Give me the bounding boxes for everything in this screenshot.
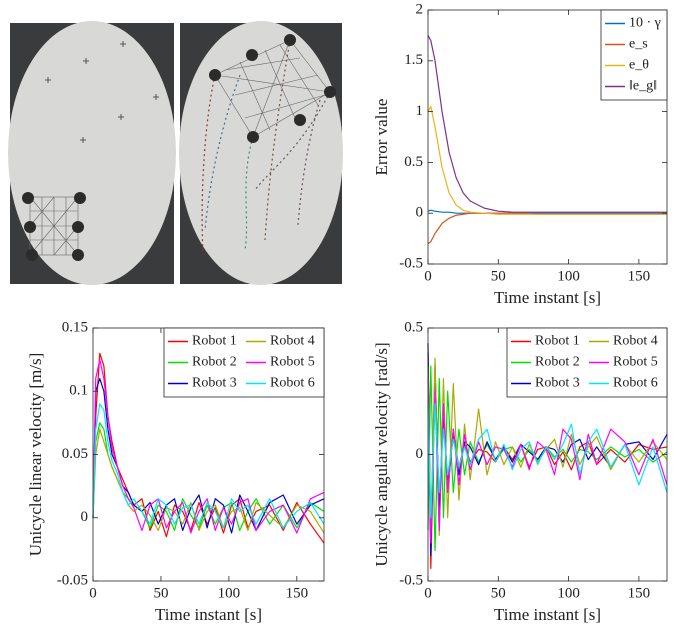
legend-label: Robot 1 [535, 334, 580, 349]
series-line [427, 378, 668, 544]
series-line [427, 403, 668, 519]
legend-box [506, 327, 668, 398]
legend-box [600, 9, 668, 101]
legend: 10 · γ e_s e_θ ‖e_g‖ [600, 9, 668, 101]
axes-box [427, 9, 668, 265]
legend-label: Robot 2 [535, 355, 580, 370]
x-tick-label: 100 [218, 585, 241, 601]
x-axis-label: Time instant [s] [494, 605, 601, 624]
y-axis-label: Unicycle angular velocity [rad/s] [372, 342, 391, 566]
x-tick-label: 0 [424, 585, 432, 601]
legend-label: Robot 6 [270, 376, 315, 391]
legend-label: ‖e_g‖ [629, 79, 657, 94]
legend-label: Robot 3 [535, 376, 580, 391]
y-tick-label: 0.1 [69, 383, 88, 399]
x-axis-label: Time instant [s] [155, 605, 262, 624]
y-tick-label: 0 [416, 446, 424, 462]
y-tick-label: 1 [416, 103, 424, 119]
y-tick-label: 0 [416, 205, 424, 221]
legend-label: Robot 5 [270, 355, 315, 370]
legend-box [163, 327, 325, 398]
x-tick-label: 0 [89, 585, 97, 601]
legend: Robot 1 Robot 2 Robot 3 Robot 4 Robot 5 Robot… [163, 327, 325, 398]
legend-label: Robot 1 [192, 334, 237, 349]
y-axis-label: Error value [372, 99, 391, 176]
legend: Robot 1 Robot 2 Robot 3 Robot 4 Robot 5 Robot… [506, 327, 668, 398]
legend-label: Robot 4 [613, 334, 658, 349]
x-tick-label: 50 [153, 585, 168, 601]
x-tick-label: 50 [491, 268, 506, 284]
y-tick-label: 1.5 [404, 52, 423, 68]
y-tick-label: 0.15 [62, 319, 88, 335]
x-tick-label: 150 [286, 585, 309, 601]
legend-label: 10 · γ [629, 16, 661, 31]
photo-initial [8, 21, 176, 285]
x-tick-label: 150 [628, 585, 651, 601]
y-tick-label: -0.05 [57, 572, 88, 588]
legend-label: Robot 5 [613, 355, 658, 370]
y-tick-label: 0 [81, 509, 89, 525]
series-line [92, 352, 325, 544]
legend-label: Robot 6 [613, 376, 658, 391]
legend-label: Robot 2 [192, 355, 237, 370]
series-line [427, 35, 667, 213]
series-line [427, 105, 667, 215]
y-tick-label: 0.5 [404, 154, 423, 170]
legend-label: Robot 4 [270, 334, 315, 349]
legend-label: Robot 3 [192, 376, 237, 391]
x-tick-label: 150 [628, 268, 651, 284]
y-tick-label: -0.5 [399, 255, 423, 271]
series-line [92, 403, 325, 529]
photo-final [179, 21, 343, 285]
y-axis-label: Unicycle linear velocity [m/s] [26, 353, 45, 556]
y-tick-label: 0.5 [404, 319, 423, 335]
x-tick-label: 50 [491, 585, 506, 601]
y-tick-label: -0.5 [399, 572, 423, 588]
x-axis-label: Time instant [s] [494, 288, 601, 307]
y-tick-label: 2 [416, 1, 424, 17]
x-tick-label: 100 [557, 268, 580, 284]
x-tick-label: 100 [557, 585, 580, 601]
legend-label: e_s [629, 37, 648, 52]
series-line [92, 359, 325, 534]
legend-label: e_θ [629, 58, 649, 73]
x-tick-label: 0 [424, 268, 432, 284]
y-tick-label: 0.05 [62, 446, 88, 462]
series-line [92, 428, 325, 534]
